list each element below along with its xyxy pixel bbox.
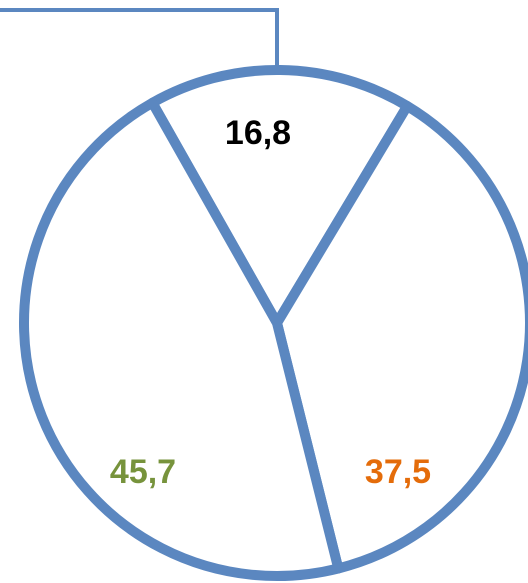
- pie-slice: [19, 97, 344, 581]
- data-label: 37,5: [365, 453, 431, 491]
- pie-slice: [147, 65, 413, 328]
- data-label: 16,8: [225, 114, 291, 152]
- leader-line: [0, 8, 279, 68]
- pie-slice: [272, 101, 528, 574]
- data-label: 45,7: [110, 453, 176, 491]
